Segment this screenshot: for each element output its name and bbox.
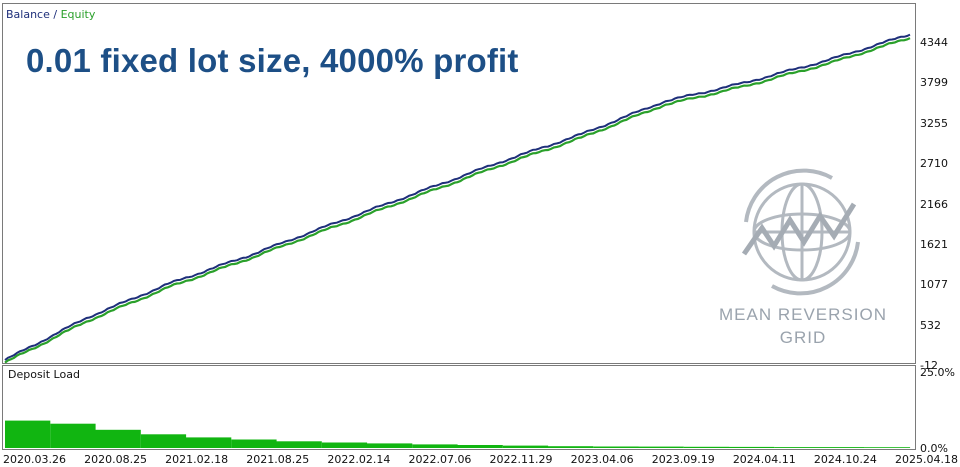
equity-chart-panel: [2, 3, 916, 364]
x-tick-label: 2024.04.11: [732, 453, 796, 466]
x-tick-label: 2020.03.26: [3, 453, 66, 466]
legend-balance: Balance: [6, 8, 50, 21]
deposit-load-bar: [729, 446, 775, 448]
deposit-load-bar: [231, 439, 277, 448]
logo-line-2: GRID: [779, 328, 827, 347]
globe-chart-icon: [741, 168, 860, 296]
deposit-load-bar: [95, 429, 141, 448]
load-y-tick-label: 0.0%: [920, 442, 948, 455]
equity-line: [4, 37, 911, 364]
balance-line: [4, 33, 911, 361]
x-tick-label: 2023.04.06: [570, 453, 634, 466]
x-tick-label: 2022.11.29: [489, 453, 553, 466]
y-tick-label: 3799: [920, 76, 948, 90]
deposit-load-bar: [864, 447, 911, 448]
x-tick-label: 2022.02.14: [327, 453, 391, 466]
deposit-load-bar: [50, 423, 96, 448]
deposit-load-bar: [502, 445, 549, 448]
deposit-load-bar: [321, 442, 368, 448]
x-tick-label: 2024.10.24: [813, 453, 877, 466]
chart-headline: 0.01 fixed lot size, 4000% profit: [26, 42, 519, 79]
deposit-load-bar: [186, 437, 232, 448]
y-tick-label: 3255: [920, 116, 948, 130]
legend-equity: Equity: [60, 8, 96, 21]
deposit-load-bar: [367, 443, 413, 448]
y-tick-label: 1621: [920, 237, 948, 251]
deposit-load-label: Deposit Load: [8, 368, 80, 381]
deposit-load-bar: [638, 446, 684, 448]
deposit-load-bar: [819, 447, 865, 448]
deposit-load-bar: [5, 420, 51, 448]
load-y-tick-label: 25.0%: [920, 366, 955, 379]
x-tick-label: 2022.07.06: [408, 453, 472, 466]
y-tick-label: 4344: [920, 36, 948, 49]
x-tick-label: 2021.08.25: [246, 453, 310, 466]
y-tick-label: -12: [920, 359, 938, 372]
deposit-load-bar: [457, 445, 503, 448]
logo-line-1: MEAN REVERSION: [719, 305, 887, 324]
y-tick-label: 2710: [920, 157, 948, 171]
balance-equity-lines: [4, 33, 911, 364]
deposit-load-bar: [140, 434, 187, 448]
legend-separator: /: [49, 8, 61, 21]
deposit-load-bar: [593, 446, 639, 448]
x-tick-label: 2025.04.18: [895, 453, 958, 466]
x-tick-label: 2020.08.25: [84, 453, 148, 466]
deposit-load-bar: [412, 444, 458, 448]
x-tick-label: 2021.02.18: [165, 453, 229, 466]
x-tick-label: 2023.09.19: [651, 453, 715, 466]
chart-legend: Balance / Equity: [6, 8, 95, 21]
deposit-load-bar: [276, 441, 322, 448]
logo-text: MEAN REVERSION GRID: [706, 303, 900, 349]
deposit-load-bar: [774, 447, 820, 448]
y-tick-label: 1077: [920, 278, 948, 292]
y-tick-label: 2166: [920, 197, 948, 211]
deposit-load-bar: [683, 446, 730, 448]
deposit-load-bars: [5, 420, 911, 448]
deposit-load-bar: [548, 446, 594, 448]
y-tick-label: 532: [920, 318, 941, 332]
